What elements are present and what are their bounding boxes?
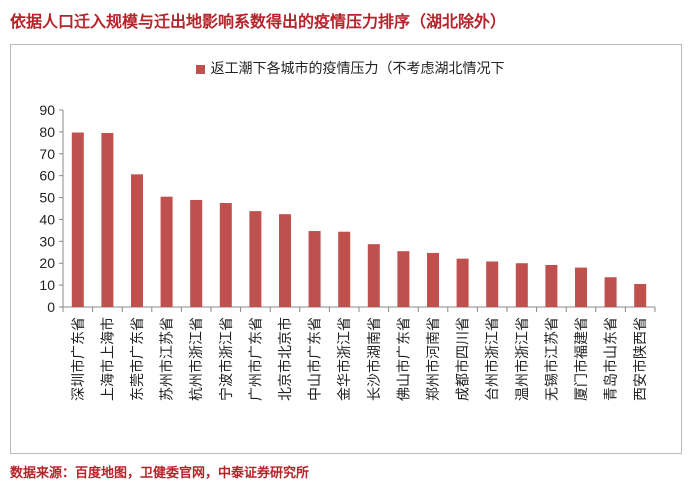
x-tick-label: 宁波市浙江省 <box>218 317 235 401</box>
y-tick-label: 0 <box>47 299 55 315</box>
bar <box>515 263 528 307</box>
legend: 返工潮下各城市的疫情压力（不考虑湖北情况下 <box>0 58 700 78</box>
y-tick-label: 80 <box>39 124 55 140</box>
x-tick-label: 上海市上海市 <box>99 317 116 401</box>
x-tick-label: 北京市北京市 <box>277 317 294 401</box>
x-tick-label: 广州市广东省 <box>247 317 264 401</box>
x-tick-label: 温州市浙江省 <box>514 317 531 401</box>
bar <box>486 261 499 307</box>
bar <box>131 174 143 307</box>
y-tick-label: 40 <box>39 211 55 227</box>
x-tick-label: 杭州市浙江省 <box>188 317 205 401</box>
x-tick-label: 金华市浙江省 <box>336 317 353 401</box>
x-tick-label: 苏州市江苏省 <box>159 317 176 401</box>
page-title: 依据人口迁入规模与迁出地影响系数得出的疫情压力排序（湖北除外） <box>10 12 507 31</box>
x-tick-label: 佛山市广东省 <box>395 317 412 401</box>
bar <box>367 244 380 307</box>
x-tick-label: 东莞市广东省 <box>129 317 146 401</box>
bar <box>456 258 469 307</box>
bar <box>308 231 321 307</box>
x-tick-label: 台州市浙江省 <box>484 317 501 401</box>
bar <box>634 284 647 307</box>
x-tick-label: 厦门市福建省 <box>573 317 590 401</box>
legend-swatch <box>195 64 205 74</box>
bar <box>427 252 439 307</box>
bar <box>249 211 262 307</box>
bar <box>190 199 203 307</box>
chart-frame <box>10 44 682 454</box>
bar <box>71 132 84 307</box>
y-tick-label: 60 <box>39 168 55 184</box>
y-tick-label: 20 <box>39 255 55 271</box>
x-tick-label: 深圳市广东省 <box>70 317 87 401</box>
y-tick-label: 30 <box>39 233 55 249</box>
bar <box>338 231 351 307</box>
bar <box>545 264 558 307</box>
bar <box>604 277 617 307</box>
y-tick-label: 50 <box>39 190 55 206</box>
x-tick-label: 郑州市河南省 <box>425 317 442 401</box>
x-tick-label: 无锡市江苏省 <box>543 317 560 401</box>
bar <box>219 203 232 307</box>
x-tick-label: 长沙市湖南省 <box>366 317 383 401</box>
bar <box>279 214 291 307</box>
bar <box>397 251 410 307</box>
y-tick-label: 10 <box>39 277 55 293</box>
bar <box>160 196 173 307</box>
bar <box>101 132 114 307</box>
legend-label: 返工潮下各城市的疫情压力（不考虑湖北情况下 <box>210 61 505 77</box>
y-tick-label: 90 <box>39 102 55 118</box>
x-tick-label: 西安市陕西省 <box>632 317 649 401</box>
x-tick-label: 中山市广东省 <box>307 317 324 401</box>
source-note: 数据来源：百度地图，卫健委官网，中泰证券研究所 <box>10 466 310 481</box>
y-tick-label: 70 <box>39 146 55 162</box>
x-tick-label: 青岛市山东省 <box>603 317 620 401</box>
x-tick-label: 成都市四川省 <box>455 317 472 401</box>
bar <box>575 267 587 307</box>
